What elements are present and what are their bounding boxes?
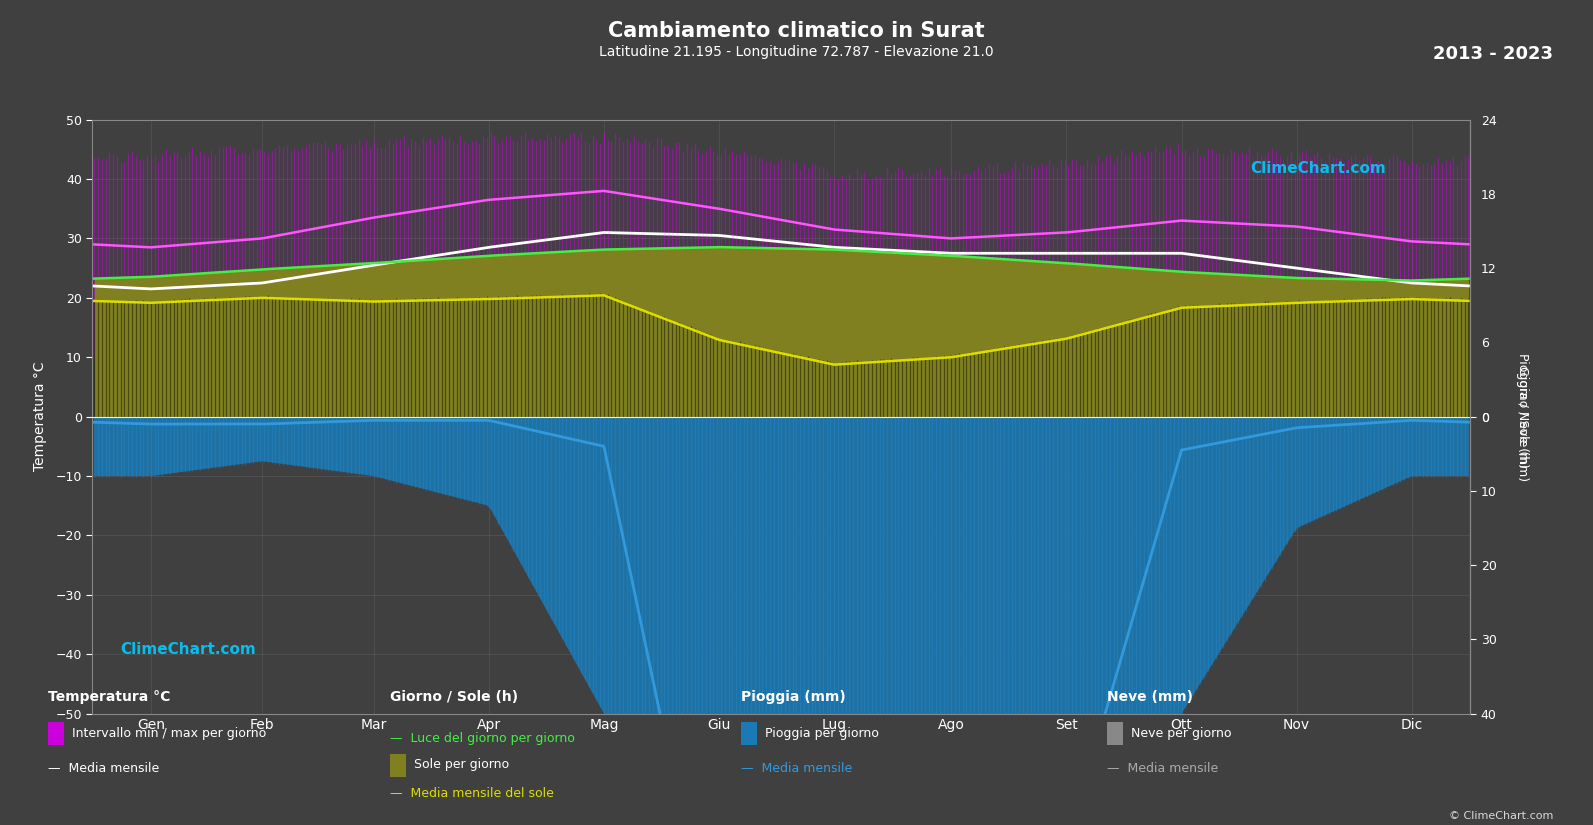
- Text: —  Media mensile: — Media mensile: [1107, 762, 1219, 776]
- Text: Pioggia per giorno: Pioggia per giorno: [765, 727, 878, 740]
- Text: Neve (mm): Neve (mm): [1107, 690, 1193, 704]
- Text: Giorno / Sole (h): Giorno / Sole (h): [390, 690, 518, 704]
- Text: Intervallo min / max per giorno: Intervallo min / max per giorno: [72, 727, 266, 740]
- Text: Temperatura °C: Temperatura °C: [48, 690, 170, 704]
- Text: —  Media mensile: — Media mensile: [48, 762, 159, 776]
- Y-axis label: Pioggia / Neve (mm): Pioggia / Neve (mm): [1517, 352, 1529, 481]
- Text: Pioggia (mm): Pioggia (mm): [741, 690, 846, 704]
- Text: Neve per giorno: Neve per giorno: [1131, 727, 1231, 740]
- Text: ClimeChart.com: ClimeChart.com: [119, 642, 256, 658]
- Text: —  Media mensile: — Media mensile: [741, 762, 852, 776]
- Y-axis label: Temperatura °C: Temperatura °C: [33, 362, 48, 471]
- Text: Cambiamento climatico in Surat: Cambiamento climatico in Surat: [609, 21, 984, 40]
- Text: —  Media mensile del sole: — Media mensile del sole: [390, 787, 554, 800]
- Text: 2013 - 2023: 2013 - 2023: [1434, 45, 1553, 64]
- Text: ClimeChart.com: ClimeChart.com: [1251, 161, 1386, 176]
- Y-axis label: Giorno / Sole (h): Giorno / Sole (h): [1517, 365, 1529, 468]
- Text: —  Luce del giorno per giorno: — Luce del giorno per giorno: [390, 732, 575, 745]
- Text: Sole per giorno: Sole per giorno: [414, 758, 510, 771]
- Text: Latitudine 21.195 - Longitudine 72.787 - Elevazione 21.0: Latitudine 21.195 - Longitudine 72.787 -…: [599, 45, 994, 59]
- Text: © ClimeChart.com: © ClimeChart.com: [1448, 811, 1553, 821]
